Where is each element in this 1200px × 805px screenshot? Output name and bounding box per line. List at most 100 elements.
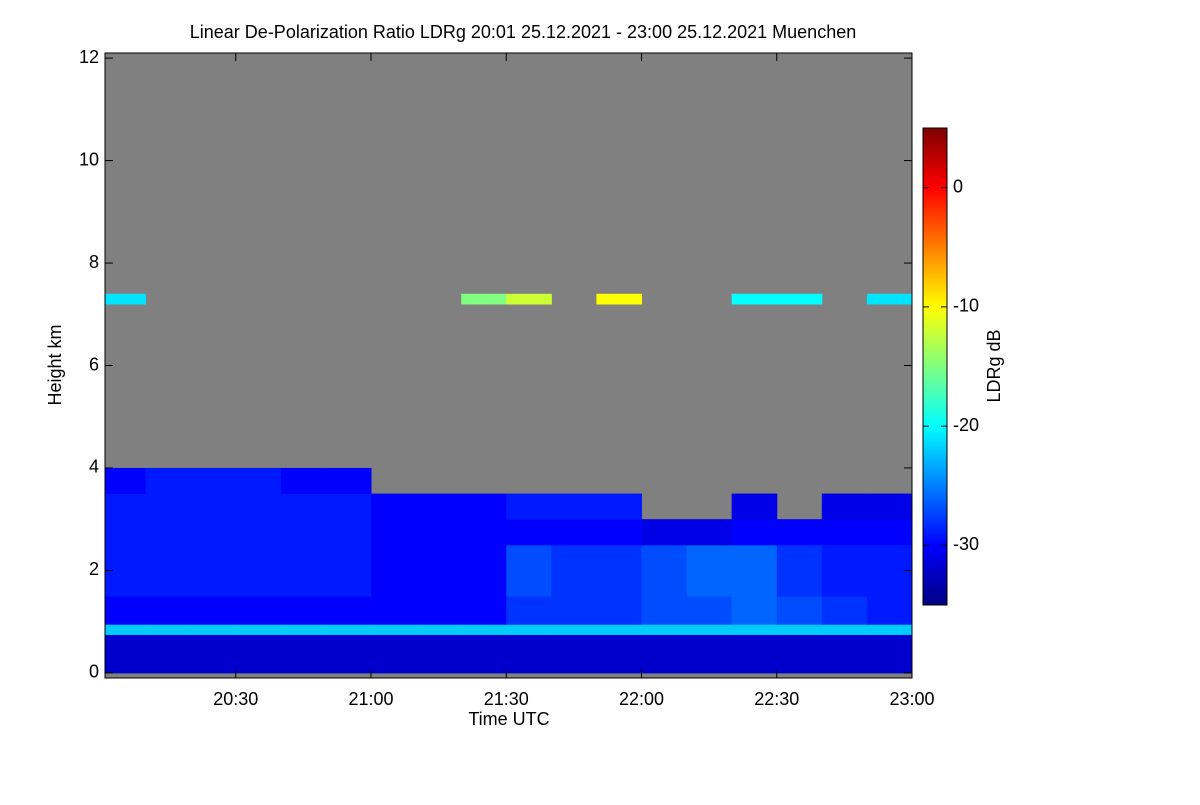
- colorbar-strip: [923, 516, 947, 518]
- colorbar-strip: [923, 415, 947, 417]
- heatmap-cell: [506, 493, 552, 520]
- colorbar-strip: [923, 480, 947, 482]
- colorbar-strip: [923, 504, 947, 506]
- colorbar-strip: [923, 534, 947, 536]
- colorbar-strip: [923, 475, 947, 477]
- colorbar-strip: [923, 292, 947, 294]
- colorbar-strip: [923, 380, 947, 382]
- colorbar-strip: [923, 412, 947, 414]
- colorbar-strip: [923, 434, 947, 436]
- colorbar-strip: [923, 165, 947, 167]
- colorbar-strip: [923, 506, 947, 508]
- colorbar-strip: [923, 500, 947, 502]
- colorbar-strip: [923, 216, 947, 218]
- colorbar-strip: [923, 402, 947, 404]
- colorbar-strip: [923, 528, 947, 530]
- colorbar-strip: [923, 326, 947, 328]
- colorbar-strip: [923, 400, 947, 402]
- colorbar-strip: [923, 561, 947, 563]
- colorbar-strip: [923, 300, 947, 302]
- colorbar-strip: [923, 297, 947, 299]
- colorbar-strip: [923, 594, 947, 596]
- colorbar-strip: [923, 418, 947, 420]
- colorbar-strip: [923, 501, 947, 503]
- colorbar-strip: [923, 576, 947, 578]
- heatmap-cell: [145, 634, 192, 674]
- heatmap-cell: [190, 544, 237, 597]
- colorbar-strip: [923, 173, 947, 175]
- colorbar-strip: [923, 448, 947, 450]
- heatmap-cell: [686, 519, 733, 546]
- colorbar-strip: [923, 325, 947, 327]
- colorbar-strip: [923, 529, 947, 531]
- colorbar-strip: [923, 438, 947, 440]
- colorbar-label: LDRg dB: [984, 329, 1004, 402]
- colorbar-strip: [923, 267, 947, 269]
- colorbar-strip: [923, 211, 947, 213]
- colorbar-strip: [923, 496, 947, 498]
- colorbar-strip: [923, 287, 947, 289]
- colorbar-strip: [923, 398, 947, 400]
- colorbar-strip: [923, 514, 947, 516]
- colorbar-strip: [923, 537, 947, 539]
- colorbar-strip: [923, 301, 947, 303]
- colorbar-strip: [923, 364, 947, 366]
- colorbar-strip: [923, 149, 947, 151]
- heatmap-cell: [416, 544, 462, 597]
- colorbar-strip: [923, 293, 947, 295]
- colorbar-strip: [923, 595, 947, 597]
- colorbar-strip: [923, 431, 947, 433]
- colorbar-strip: [923, 360, 947, 362]
- heatmap-cell: [461, 634, 507, 674]
- colorbar-strip: [923, 258, 947, 260]
- colorbar-strip: [923, 317, 947, 319]
- y-tick-label: 2: [89, 559, 99, 579]
- heatmap-cell: [370, 544, 417, 597]
- heatmap-cell: [105, 596, 147, 625]
- colorbar-strip: [923, 220, 947, 222]
- colorbar-strip: [923, 229, 947, 231]
- colorbar-strip: [923, 443, 947, 445]
- colorbar-strip: [923, 524, 947, 526]
- colorbar-strip: [923, 579, 947, 581]
- heatmap-cell: [235, 596, 282, 625]
- colorbar-strip: [923, 490, 947, 492]
- colorbar-strip: [923, 202, 947, 204]
- colorbar-strip: [923, 284, 947, 286]
- colorbar-strip: [923, 254, 947, 256]
- colorbar-strip: [923, 136, 947, 138]
- colorbar-strip: [923, 394, 947, 396]
- colorbar-strip: [923, 521, 947, 523]
- colorbar-strip: [923, 333, 947, 335]
- colorbar-strip: [923, 197, 947, 199]
- colorbar-strip: [923, 556, 947, 558]
- colorbar-strip: [923, 206, 947, 208]
- colorbar-strip: [923, 223, 947, 225]
- colorbar-strip: [923, 538, 947, 540]
- colorbar-strip: [923, 225, 947, 227]
- colorbar-strip: [923, 130, 947, 132]
- colorbar-strip: [923, 489, 947, 491]
- colorbar-strip: [923, 600, 947, 602]
- heatmap-cell: [551, 624, 597, 635]
- colorbar-strip: [923, 332, 947, 334]
- heatmap-cell: [776, 519, 823, 546]
- colorbar-strip: [923, 321, 947, 323]
- colorbar-strip: [923, 503, 947, 505]
- x-tick-label: 23:00: [889, 689, 934, 709]
- heatmap-cell: [145, 467, 192, 495]
- colorbar-strip: [923, 366, 947, 368]
- colorbar-strip: [923, 329, 947, 331]
- colorbar-strip: [923, 235, 947, 237]
- colorbar-strip: [923, 478, 947, 480]
- colorbar-strip: [923, 466, 947, 468]
- colorbar-strip: [923, 358, 947, 360]
- colorbar-strip: [923, 565, 947, 567]
- colorbar-strip: [923, 465, 947, 467]
- colorbar-strip: [923, 179, 947, 181]
- heatmap-cell: [596, 544, 642, 597]
- colorbar-strip: [923, 441, 947, 443]
- colorbar-strip: [923, 143, 947, 145]
- heatmap-cell: [821, 544, 868, 597]
- heatmap-cell: [235, 493, 282, 520]
